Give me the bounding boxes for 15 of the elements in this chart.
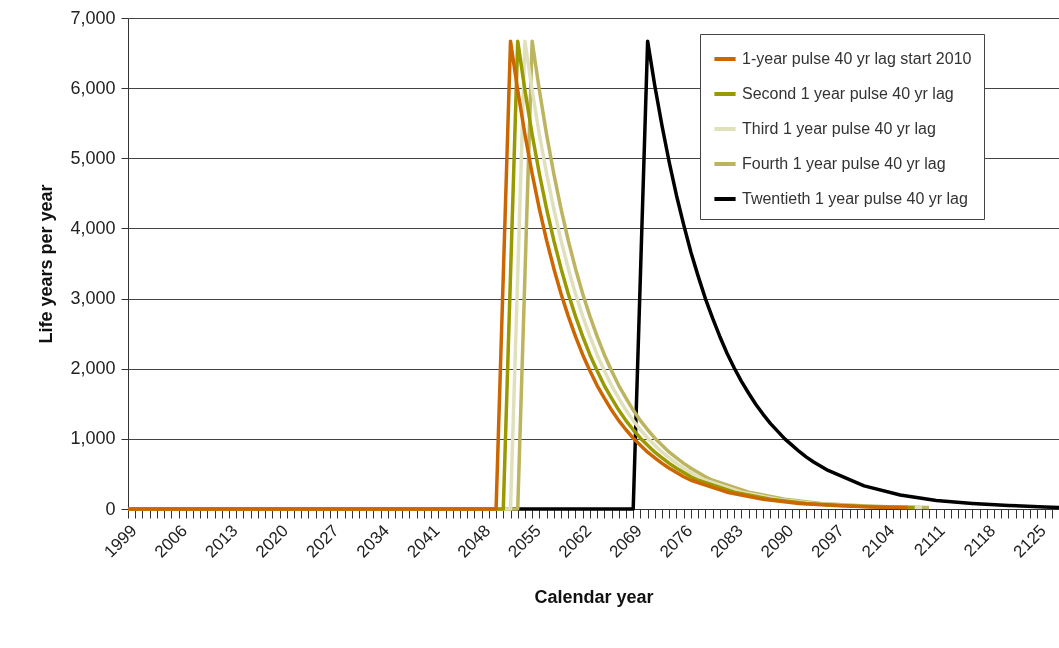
y-tick-label: 6,000 (70, 77, 116, 98)
y-tick-label: 2,000 (70, 358, 116, 379)
legend-label: Third 1 year pulse 40 yr lag (742, 120, 936, 137)
y-tick-label: 0 (105, 498, 116, 519)
y-tick-label: 7,000 (70, 7, 116, 28)
legend-label: 1-year pulse 40 yr lag start 2010 (742, 50, 972, 67)
legend-label: Second 1 year pulse 40 yr lag (742, 85, 954, 102)
y-tick-label: 1,000 (70, 428, 116, 449)
y-tick-label: 3,000 (70, 288, 116, 309)
y-tick-label: 5,000 (70, 147, 116, 168)
x-axis-title: Calendar year (534, 586, 654, 607)
y-axis-title: Life years per year (36, 184, 57, 344)
y-tick-label: 4,000 (70, 217, 116, 238)
legend-label: Fourth 1 year pulse 40 yr lag (742, 155, 946, 172)
legend-label: Twentieth 1 year pulse 40 yr lag (742, 190, 968, 207)
